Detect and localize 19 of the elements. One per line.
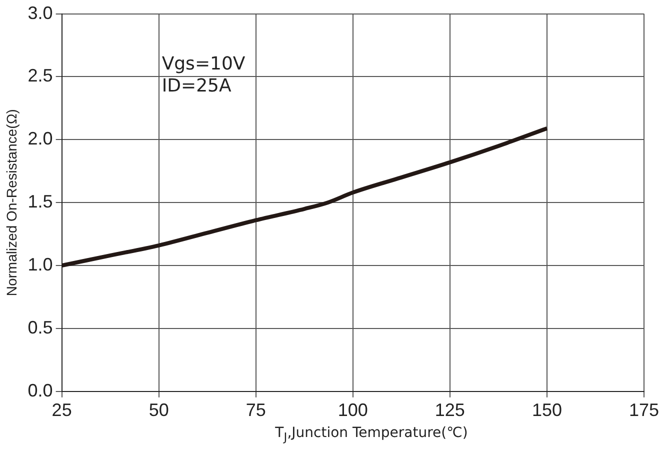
- line-series: [62, 126, 549, 268]
- x-tick-label: 100: [338, 400, 368, 420]
- y-tick-label: 1.0: [28, 254, 53, 274]
- y-tick-label: 0.5: [28, 317, 53, 338]
- x-axis-title: T$_{J}$,Junction Temperature(℃): [274, 425, 469, 444]
- y-tick-label: 2.0: [28, 128, 53, 149]
- x-tick-label: 175: [628, 400, 660, 420]
- y-tick-label: 1.5: [28, 192, 53, 212]
- y-tick-label: 2.5: [28, 66, 53, 86]
- x-tick-label: 125: [434, 400, 465, 420]
- y-tick-label: 0.0: [28, 380, 53, 400]
- y-axis-title: Normalized On-Resistance(Ω): [3, 109, 20, 296]
- annotation: Vgs=10V: [162, 53, 246, 74]
- x-tick-label: 25: [52, 400, 72, 420]
- x-tick-label: 150: [532, 400, 562, 420]
- x-tick-label: 75: [246, 400, 266, 420]
- annotation: ID=25A: [162, 75, 232, 96]
- y-tick-label: 3.0: [28, 2, 53, 23]
- x-tick-label: 50: [148, 400, 169, 420]
